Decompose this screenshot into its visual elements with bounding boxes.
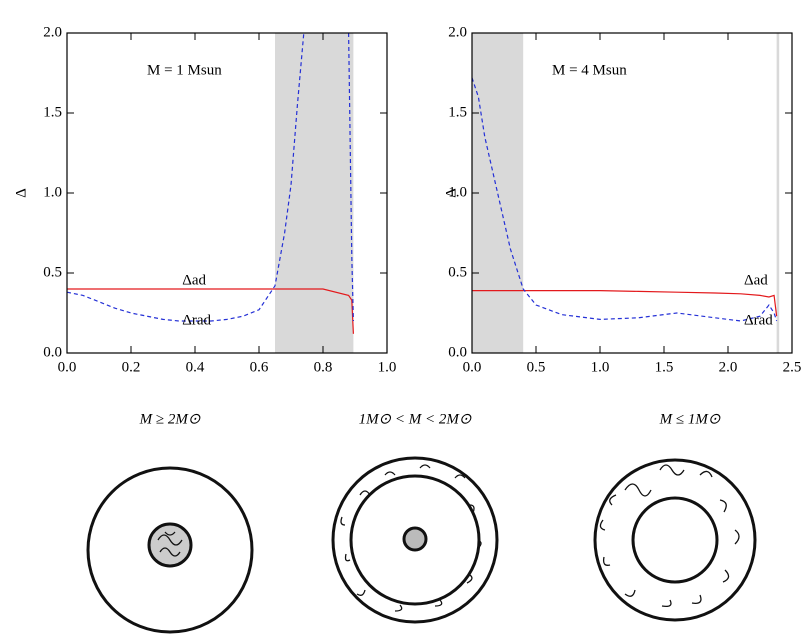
series-label: Δad bbox=[744, 272, 768, 288]
series-label: Δrad bbox=[182, 312, 211, 328]
x-tick-label: 0.5 bbox=[527, 359, 546, 375]
y-tick-label: 1.5 bbox=[448, 104, 467, 120]
x-tick-label: 0.4 bbox=[186, 359, 205, 375]
panel-label: 1M⊙ < M < 2M⊙ bbox=[359, 411, 472, 427]
y-tick-label: 1.0 bbox=[43, 184, 62, 200]
x-tick-label: 1.0 bbox=[378, 359, 397, 375]
figure: M ≥ 2M⊙ 1M⊙ < M < 2M⊙ M ≤ 1M⊙ 0.0 0.2 0.4 0… bbox=[0, 0, 803, 636]
x-tick-label: 0.2 bbox=[122, 359, 141, 375]
y-tick-label: 2.0 bbox=[448, 24, 467, 40]
y-axis-label: Δ bbox=[443, 188, 459, 198]
y-tick-label: 0.5 bbox=[448, 264, 467, 280]
y-tick-label: 1.5 bbox=[43, 104, 62, 120]
series-label: Δrad bbox=[744, 312, 773, 328]
panel-label: M ≥ 2M⊙ bbox=[139, 411, 201, 427]
star-drawing bbox=[88, 468, 252, 632]
x-tick-label: 1.0 bbox=[591, 359, 610, 375]
x-tick-label: 1.5 bbox=[655, 359, 674, 375]
star-drawing bbox=[333, 458, 497, 622]
y-axis-label: Δ bbox=[13, 188, 29, 198]
y-tick-label: 2.0 bbox=[43, 24, 62, 40]
x-tick-label: 0.6 bbox=[250, 359, 269, 375]
x-tick-label: 0.0 bbox=[463, 359, 482, 375]
x-tick-label: 2.5 bbox=[783, 359, 802, 375]
annotation: M = 4 Msun bbox=[552, 62, 627, 78]
convective-zone bbox=[472, 33, 523, 353]
star-drawing bbox=[595, 460, 755, 620]
x-tick-label: 2.0 bbox=[719, 359, 738, 375]
series-label: Δad bbox=[182, 272, 206, 288]
annotation: M = 1 Msun bbox=[147, 62, 222, 78]
x-tick-label: 0.8 bbox=[314, 359, 333, 375]
x-tick-label: 0.0 bbox=[58, 359, 77, 375]
convective-zone bbox=[275, 33, 353, 353]
y-tick-label: 0.0 bbox=[448, 344, 467, 360]
panel-label: M ≤ 1M⊙ bbox=[659, 411, 721, 427]
y-tick-label: 0.0 bbox=[43, 344, 62, 360]
convective-zone bbox=[777, 33, 780, 353]
y-tick-label: 0.5 bbox=[43, 264, 62, 280]
